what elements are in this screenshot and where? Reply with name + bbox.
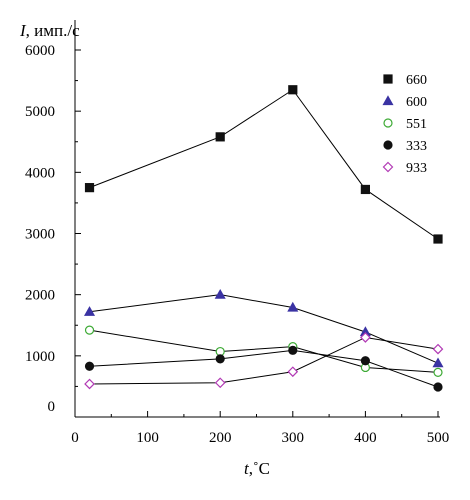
series-660-point	[288, 85, 298, 95]
legend-marker	[383, 74, 393, 84]
series-333	[84, 345, 443, 392]
legend-marker	[383, 118, 393, 128]
legend-marker	[383, 140, 393, 150]
series-933-point	[432, 343, 444, 355]
x-tick-label: 0	[71, 430, 79, 446]
series-600-point	[287, 301, 299, 312]
legend-item-933: 933	[382, 161, 427, 176]
x-tick-label: 200	[209, 430, 232, 446]
legend-label: 933	[406, 161, 427, 176]
series-933-point	[287, 366, 299, 378]
series-group	[83, 85, 444, 392]
x-tick-label: 500	[427, 430, 450, 446]
legend-label: 600	[406, 95, 427, 110]
y-tick-label: 1000	[25, 349, 55, 365]
series-333-point	[360, 356, 370, 366]
series-333-point	[433, 382, 443, 392]
series-933-point	[214, 377, 226, 389]
legend: 660 600 551 333 933	[382, 73, 427, 176]
y-tick-label: 4000	[25, 165, 55, 181]
series-551-line	[89, 329, 439, 373]
y-tick-label: 5000	[25, 104, 55, 120]
series-333-point	[215, 354, 225, 364]
x-axis-variable: t	[244, 459, 250, 478]
series-660-point	[84, 183, 95, 193]
series-600-point	[432, 357, 444, 368]
legend-item-333: 333	[383, 139, 427, 154]
series-333-point	[288, 345, 298, 355]
x-axis-unit: ,˚C	[249, 459, 270, 478]
y-axis-unit: , имп./с	[26, 21, 80, 40]
series-660-point	[215, 132, 225, 142]
series-933-line	[89, 336, 439, 385]
series-600-point	[83, 306, 96, 316]
y-axis-title: I, имп./с	[19, 21, 80, 40]
series-551-point	[84, 325, 95, 335]
series-551-point	[433, 367, 443, 377]
legend-label: 333	[406, 139, 427, 154]
legend-label: 551	[406, 117, 427, 132]
series-600-line	[89, 294, 439, 364]
series-600	[83, 288, 444, 368]
series-660-point	[433, 234, 443, 244]
x-tick-label: 400	[354, 430, 377, 446]
series-333-point	[84, 361, 95, 371]
axes: 0 100 200 300 400 500010002000300040005000600…	[25, 20, 449, 446]
x-tick-label: 100	[136, 430, 159, 446]
legend-marker	[382, 161, 394, 173]
y-tick-label: 3000	[25, 227, 55, 243]
x-axis-title: t,˚C	[244, 459, 270, 478]
legend-item-600: 600	[382, 95, 427, 110]
legend-item-660: 660	[383, 73, 427, 88]
y-tick-label: 0	[48, 399, 56, 415]
legend-marker	[382, 95, 394, 106]
series-600-point	[214, 288, 226, 299]
series-660-point	[360, 184, 370, 195]
series-933-point	[360, 332, 371, 343]
y-tick-label: 6000	[25, 43, 55, 59]
legend-item-551: 551	[383, 117, 427, 132]
y-tick-label: 2000	[25, 288, 55, 304]
x-tick-label: 300	[282, 430, 305, 446]
series-933-point	[84, 378, 95, 390]
series-660	[84, 85, 443, 244]
y-axis-variable: I	[19, 21, 27, 40]
series-933	[84, 332, 444, 390]
legend-label: 660	[406, 73, 427, 88]
